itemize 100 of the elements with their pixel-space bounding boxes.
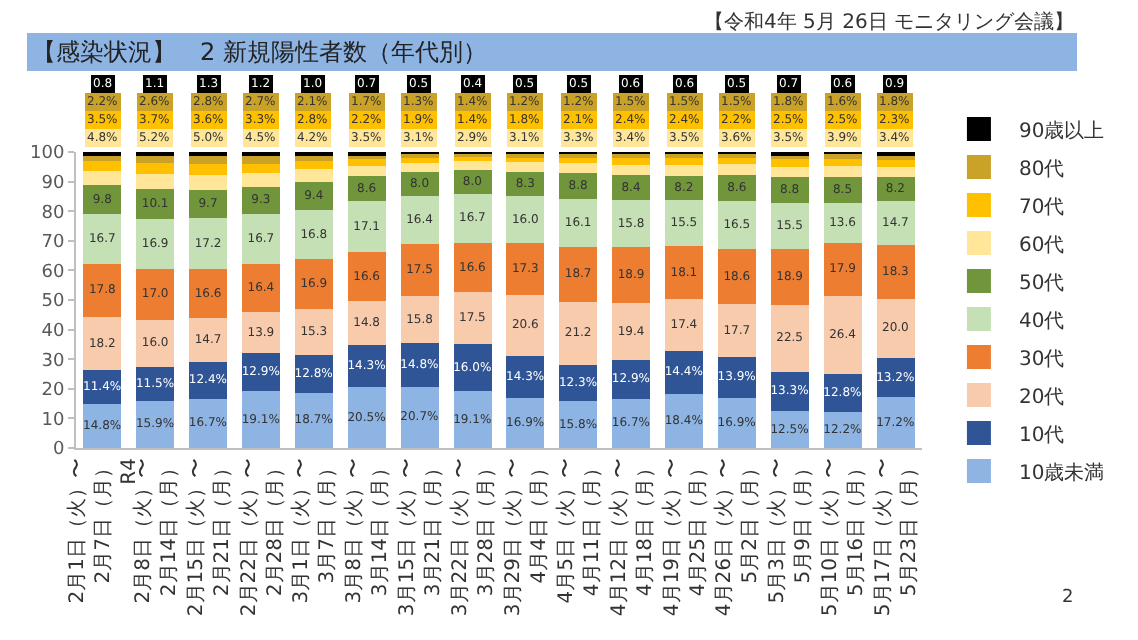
bar bbox=[665, 393, 704, 448]
bar bbox=[294, 169, 333, 182]
bar bbox=[823, 242, 862, 296]
bar bbox=[294, 181, 333, 210]
bar bbox=[717, 175, 756, 201]
bar bbox=[347, 159, 386, 166]
bar bbox=[347, 165, 386, 176]
bar bbox=[665, 158, 704, 166]
legend-label: 70代 bbox=[1018, 196, 1065, 219]
bar bbox=[876, 201, 915, 245]
bar bbox=[823, 153, 862, 159]
bar bbox=[400, 244, 439, 297]
bar bbox=[823, 202, 862, 243]
bar bbox=[559, 246, 598, 303]
bar bbox=[612, 165, 651, 176]
x-tick-label: 2月15日（火）〜 2月21日（月） bbox=[183, 458, 234, 617]
bar bbox=[612, 247, 651, 303]
bar bbox=[136, 189, 175, 220]
legend-label: 10代 bbox=[1018, 424, 1065, 447]
bar bbox=[400, 386, 439, 448]
y-tick-label: 30 bbox=[41, 351, 65, 372]
y-tick-label: 0 bbox=[52, 440, 65, 461]
legend-label: 10歳未満 bbox=[1018, 460, 1105, 485]
bar bbox=[453, 243, 492, 293]
bar bbox=[294, 392, 333, 448]
bar bbox=[347, 301, 386, 345]
x-tick-label: 3月15日（火）〜 3月21日（月） bbox=[395, 458, 446, 617]
bar bbox=[665, 245, 704, 300]
x-tick-label: 3月8日（火）〜 3月14日（月） bbox=[342, 458, 393, 604]
bar bbox=[665, 199, 704, 246]
bar bbox=[717, 249, 756, 305]
bar bbox=[347, 252, 386, 302]
bar bbox=[506, 162, 545, 172]
bar bbox=[189, 164, 228, 175]
legend-label: 90歳以上 bbox=[1018, 118, 1105, 143]
bar bbox=[665, 153, 704, 159]
bar bbox=[83, 316, 122, 371]
bar bbox=[823, 295, 862, 374]
bar bbox=[559, 302, 598, 365]
bar bbox=[612, 200, 651, 248]
bar bbox=[453, 292, 492, 345]
bar bbox=[506, 294, 545, 356]
bar bbox=[453, 170, 492, 194]
bar bbox=[347, 387, 386, 448]
bar bbox=[189, 174, 228, 190]
legend-label: 40代 bbox=[1018, 310, 1065, 333]
text: 【令和4年 5月 26日 モニタリング会議】 bbox=[704, 10, 1074, 34]
x-tick-label: 4月19日（火）〜 4月25日（月） bbox=[659, 458, 710, 617]
y-tick-label: 80 bbox=[41, 203, 65, 224]
bar bbox=[876, 244, 915, 299]
bar bbox=[242, 155, 281, 164]
bar bbox=[83, 263, 122, 317]
bar bbox=[823, 165, 862, 178]
x-tick-label: 3月29日（火）〜 4月4日（月） bbox=[500, 458, 551, 617]
bar bbox=[612, 158, 651, 166]
bar bbox=[612, 175, 651, 201]
bar bbox=[294, 309, 333, 355]
bar bbox=[83, 171, 122, 186]
x-tick-label: 5月10日（火）〜 5月16日（月） bbox=[818, 458, 869, 617]
x-tick-label: 5月17日（火）〜 5月23日（月） bbox=[871, 458, 922, 617]
bar bbox=[506, 196, 545, 244]
bar bbox=[717, 157, 756, 165]
bar bbox=[770, 159, 809, 167]
bar bbox=[242, 263, 281, 313]
bar bbox=[559, 199, 598, 247]
bar bbox=[453, 161, 492, 171]
y-tick-label: 10 bbox=[41, 410, 65, 431]
y-tick-label: 60 bbox=[41, 262, 65, 283]
bar bbox=[612, 302, 651, 361]
bar bbox=[453, 391, 492, 448]
bar bbox=[506, 397, 545, 448]
bar bbox=[559, 163, 598, 174]
bar bbox=[83, 214, 122, 264]
y-tick-label: 50 bbox=[41, 292, 65, 313]
bar bbox=[717, 304, 756, 357]
bar bbox=[876, 298, 915, 359]
bar bbox=[189, 398, 228, 448]
bar bbox=[876, 160, 915, 167]
bar bbox=[294, 259, 333, 310]
bar bbox=[506, 243, 545, 295]
legend-label: 60代 bbox=[1018, 234, 1065, 257]
legend-label: 50代 bbox=[1018, 272, 1065, 295]
bar bbox=[347, 201, 386, 253]
bar bbox=[83, 185, 122, 215]
y-tick-label: 100 bbox=[30, 144, 65, 165]
text: 2 bbox=[1062, 588, 1074, 608]
x-tick-label: 3月22日（火）〜 3月28日（月） bbox=[448, 458, 499, 617]
bar bbox=[770, 166, 809, 178]
bar bbox=[665, 350, 704, 394]
bar bbox=[823, 158, 862, 166]
bar bbox=[294, 161, 333, 170]
x-tick-label: 2月22日（火）〜 2月28日（月） bbox=[236, 458, 287, 617]
bar bbox=[770, 203, 809, 250]
bar bbox=[136, 173, 175, 190]
bar bbox=[294, 209, 333, 260]
legend-label: 30代 bbox=[1018, 348, 1065, 371]
bar bbox=[665, 165, 704, 176]
bar bbox=[770, 249, 809, 306]
bar bbox=[136, 155, 175, 163]
bar bbox=[612, 360, 651, 399]
